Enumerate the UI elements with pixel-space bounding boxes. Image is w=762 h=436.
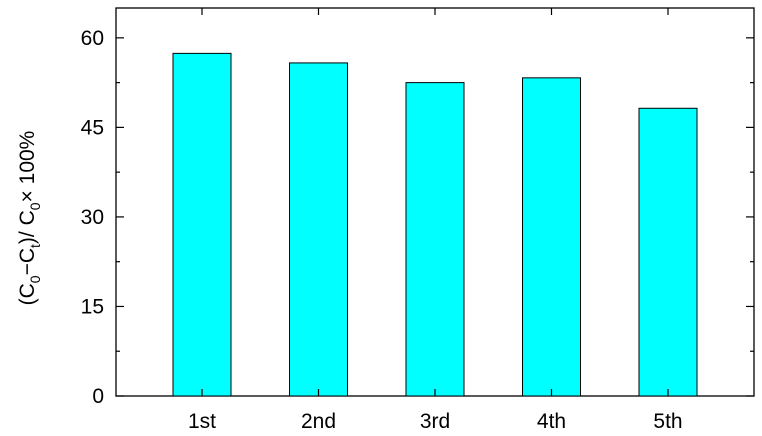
y-axis-ticks: 0 15 30 45 60 <box>81 27 754 408</box>
y-axis-label-part: −C <box>16 248 39 275</box>
y-axis-label: (C0−Ct)/ C0× 100% <box>16 131 43 306</box>
bar-2nd <box>289 62 348 397</box>
bars-group <box>172 52 698 397</box>
y-tick-label: 15 <box>81 295 104 318</box>
bar-4th <box>522 77 581 397</box>
y-axis-label-subscript: 0 <box>27 275 43 283</box>
x-axis-ticks: 1st 2nd 3rd 4th 5th <box>188 8 683 433</box>
y-tick-label: 30 <box>81 206 104 229</box>
x-tick-label: 1st <box>188 410 216 433</box>
bar-5th <box>638 107 698 397</box>
y-axis-label-part: (C <box>16 283 39 305</box>
x-tick-label: 5th <box>653 410 682 433</box>
y-axis-label-part: )/ C <box>16 210 39 244</box>
y-tick-label: 60 <box>81 27 104 50</box>
x-tick-label: 4th <box>537 410 566 433</box>
y-axis-label-part: × 100% <box>16 131 39 203</box>
y-axis-label-subscript: t <box>27 244 43 248</box>
x-tick-label: 3rd <box>420 410 450 433</box>
y-axis-label-subscript: 0 <box>27 202 43 210</box>
bar-3rd <box>405 82 465 397</box>
bar-1st <box>172 52 232 397</box>
y-tick-label: 0 <box>92 385 104 408</box>
x-tick-label: 2nd <box>301 410 336 433</box>
y-tick-label: 45 <box>81 116 104 139</box>
